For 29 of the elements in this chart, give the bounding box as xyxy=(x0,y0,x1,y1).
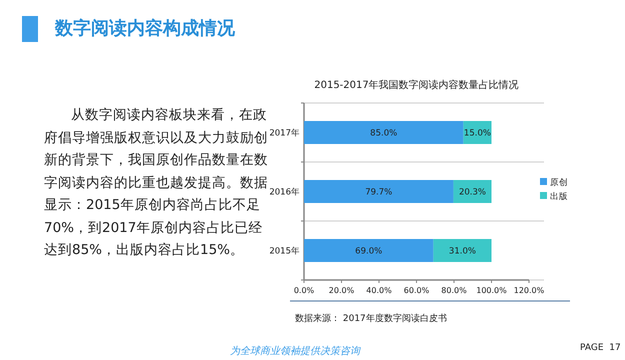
bar xyxy=(304,180,454,203)
x-tick-label: 40.0% xyxy=(366,286,392,295)
legend-label: 原创 xyxy=(550,177,568,188)
x-tick-label: 100.0% xyxy=(476,286,508,295)
text: 为全球商业领袖提供决策咨询 xyxy=(230,344,360,358)
data-label: 79.7% xyxy=(365,188,392,198)
y-tick-label: 2015年 xyxy=(269,246,300,256)
chart-title: 2015-2017年我国数字阅读内容数量占比情况 xyxy=(314,79,519,91)
text: 数字阅读内容构成情况 xyxy=(55,17,235,40)
data-label: 69.0% xyxy=(355,246,382,256)
data-label: 20.3% xyxy=(458,188,486,198)
x-tick-label: 120.0% xyxy=(514,286,545,295)
x-tick-label: 60.0% xyxy=(404,286,430,295)
x-tick-label: 20.0% xyxy=(328,286,355,295)
y-tick-label: 2016年 xyxy=(269,186,300,198)
bar xyxy=(453,180,492,203)
x-tick-label: 80.0% xyxy=(441,286,468,295)
text: 从数字阅读内容板块来看，在政府倡导增强版权意识以及大力鼓励创新的背景下，我国原创作品数量在数字阅读内容的比重也越发提高。数据显示：2015年原创内容尚占比不足70%，到2017年原创内容占比已经达到85%，出版内容占比15%。 xyxy=(44,106,268,260)
text: PAGE 17 xyxy=(580,343,621,353)
legend-label: 出版 xyxy=(550,191,568,202)
data-label: 31.0% xyxy=(448,246,476,256)
y-tick-label: 2017年 xyxy=(269,128,300,138)
data-label: 85.0% xyxy=(370,128,398,138)
data-label: 15.0% xyxy=(464,128,491,138)
bar xyxy=(304,121,464,144)
bar xyxy=(433,239,492,262)
x-tick-label: 0.0% xyxy=(294,286,315,295)
source-note: 数据来源： 2017年度数字阅读白皮书 xyxy=(295,312,447,325)
bar xyxy=(304,239,434,262)
